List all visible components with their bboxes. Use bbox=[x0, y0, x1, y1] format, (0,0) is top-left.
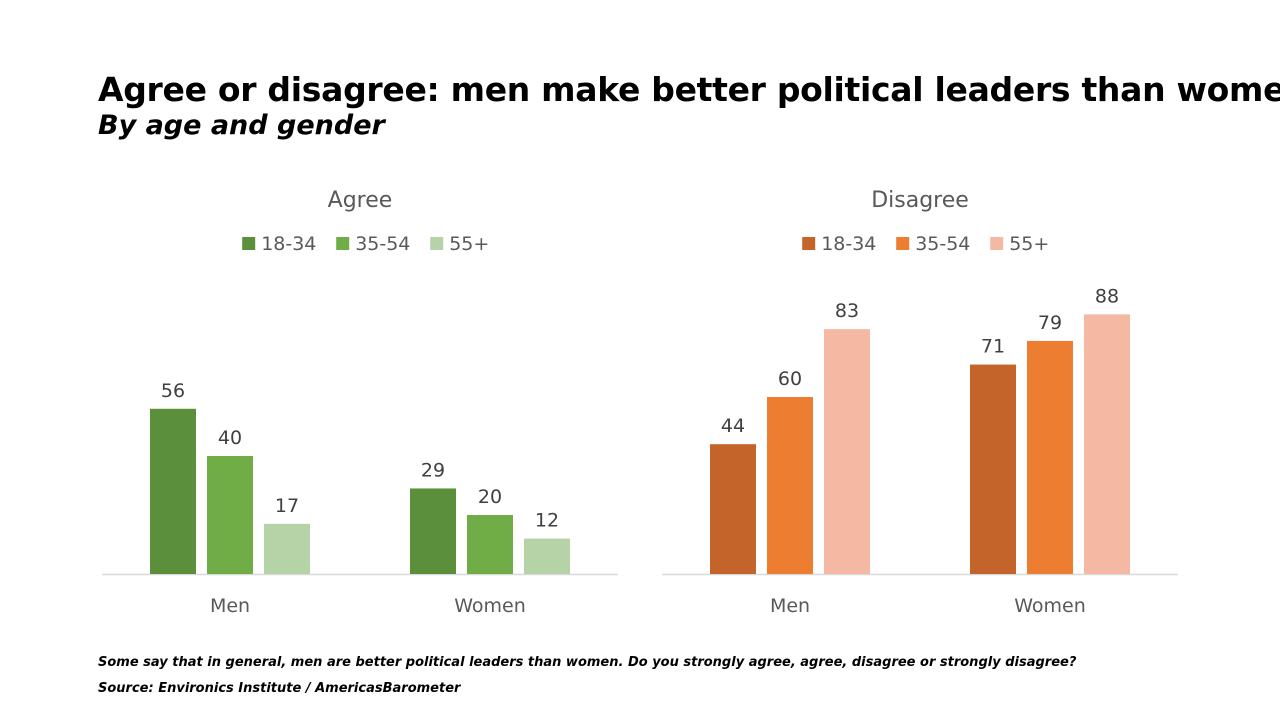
chart-subtitle: By age and gender bbox=[98, 110, 385, 141]
source-note: Source: Environics Institute / AmericasB… bbox=[98, 681, 461, 696]
agree-legend-label-35-54: 35-54 bbox=[355, 233, 410, 255]
disagree-legend-swatch-55 bbox=[990, 237, 1004, 250]
disagree-legend-label-35-54: 35-54 bbox=[915, 233, 970, 255]
disagree-category-label-men: Men bbox=[770, 595, 810, 617]
disagree-legend-swatch-18-34 bbox=[802, 237, 816, 250]
agree-bar-chart: Agree 18-34 35-54 55+ 56 40 17 Men 29 20 12 Women bbox=[102, 188, 618, 617]
disagree-panel-title: Disagree bbox=[871, 188, 969, 213]
disagree-value-label-men-35-54: 60 bbox=[778, 368, 802, 390]
agree-value-label-men-35-54: 40 bbox=[218, 427, 242, 449]
disagree-legend-label-55: 55+ bbox=[1009, 233, 1049, 255]
agree-bar-men-55 bbox=[264, 523, 310, 574]
agree-category-label-men: Men bbox=[210, 595, 250, 617]
agree-bar-women-18-34 bbox=[410, 488, 456, 574]
disagree-value-label-women-55: 88 bbox=[1095, 285, 1119, 307]
disagree-bar-chart: Disagree 18-34 35-54 55+ 44 60 83 Men 71 79 88 Wome… bbox=[662, 188, 1178, 617]
agree-panel-title: Agree bbox=[328, 188, 393, 213]
agree-value-label-men-55: 17 bbox=[275, 495, 299, 517]
disagree-value-label-women-18-34: 71 bbox=[981, 336, 1005, 358]
disagree-value-label-men-18-34: 44 bbox=[721, 415, 745, 437]
disagree-bar-men-55 bbox=[824, 329, 870, 574]
agree-legend-label-18-34: 18-34 bbox=[261, 233, 316, 255]
agree-legend-swatch-18-34 bbox=[242, 237, 256, 250]
disagree-value-label-men-55: 83 bbox=[835, 300, 859, 322]
disagree-bar-men-35-54 bbox=[767, 397, 813, 574]
agree-bar-women-55 bbox=[524, 538, 570, 574]
disagree-bar-women-18-34 bbox=[970, 364, 1016, 574]
disagree-bar-women-35-54 bbox=[1027, 340, 1073, 574]
disagree-bar-men-18-34 bbox=[710, 444, 756, 574]
agree-value-label-women-55: 12 bbox=[535, 510, 559, 532]
chart-title: Agree or disagree: men make better polit… bbox=[98, 70, 1280, 109]
agree-chart-panel: Agree 18-34 35-54 55+ 56 40 17 Men 29 20 12 Women bbox=[100, 180, 620, 630]
disagree-chart-panel: Disagree 18-34 35-54 55+ 44 60 83 Men 71 79 88 Wome… bbox=[660, 180, 1180, 630]
agree-value-label-men-18-34: 56 bbox=[161, 380, 185, 402]
agree-legend-swatch-35-54 bbox=[336, 237, 350, 250]
agree-legend-swatch-55 bbox=[430, 237, 444, 250]
agree-value-label-women-18-34: 29 bbox=[421, 459, 445, 481]
disagree-bar-women-55 bbox=[1084, 314, 1130, 574]
disagree-category-label-women: Women bbox=[1014, 595, 1086, 617]
question-footnote: Some say that in general, men are better… bbox=[98, 655, 1077, 670]
disagree-value-label-women-35-54: 79 bbox=[1038, 312, 1062, 334]
agree-bar-men-35-54 bbox=[207, 456, 253, 574]
agree-category-label-women: Women bbox=[454, 595, 526, 617]
agree-bar-women-35-54 bbox=[467, 515, 513, 574]
agree-bar-men-18-34 bbox=[150, 408, 196, 574]
agree-legend-label-55: 55+ bbox=[449, 233, 489, 255]
agree-value-label-women-35-54: 20 bbox=[478, 486, 502, 508]
disagree-legend-label-18-34: 18-34 bbox=[821, 233, 876, 255]
disagree-legend-swatch-35-54 bbox=[896, 237, 910, 250]
